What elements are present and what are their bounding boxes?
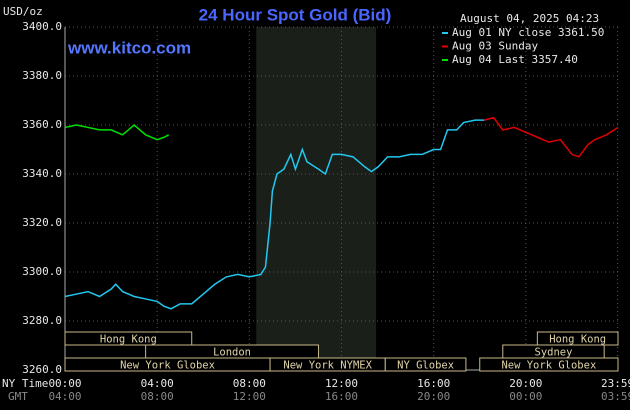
chart-title: 24 Hour Spot Gold (Bid) xyxy=(199,5,392,24)
session-label: Hong Kong xyxy=(549,334,606,346)
highlight-region xyxy=(256,27,377,370)
timestamp: August 04, 2025 04:23 xyxy=(460,12,599,25)
x2-tick-label: 20:00 xyxy=(417,390,450,403)
x2-tick-label: 08:00 xyxy=(141,390,174,403)
x-tick-label: 16:00 xyxy=(417,377,450,390)
session-bar xyxy=(64,331,193,346)
session-label: Sydney xyxy=(535,347,573,359)
price-line xyxy=(64,124,170,141)
y-tick-label: 3260.0 xyxy=(22,363,62,376)
session-label: New York Globex xyxy=(501,360,596,372)
watermark: www.kitco.com xyxy=(67,38,191,57)
y-tick-label: 3300.0 xyxy=(22,265,62,278)
session-label: NY Globex xyxy=(397,360,454,372)
legend-label: Aug 03 Sunday xyxy=(452,40,538,53)
y-tick-label: 3360.0 xyxy=(22,118,62,131)
y-tick-label: 3380.0 xyxy=(22,69,62,82)
y-tick-label: 3320.0 xyxy=(22,216,62,229)
x-tick-label: 23:59 xyxy=(601,377,630,390)
x2-tick-label: 16:00 xyxy=(325,390,358,403)
session-label: Hong Kong xyxy=(100,334,157,346)
legend-label: Aug 01 NY close 3361.50 xyxy=(452,26,604,39)
y-tick-label: 3400.0 xyxy=(22,20,62,33)
x-tick-label: 00:00 xyxy=(48,377,81,390)
legend-label: Aug 04 Last 3357.40 xyxy=(452,53,578,66)
session-label: New York NYMEX xyxy=(283,360,372,372)
x-tick-label: 20:00 xyxy=(509,377,542,390)
x2-tick-label: 00:00 xyxy=(509,390,542,403)
x-tick-label: 12:00 xyxy=(325,377,358,390)
session-bar xyxy=(384,357,467,372)
x2-tick-label: 04:00 xyxy=(48,390,81,403)
session-label: London xyxy=(213,347,251,359)
session-bar xyxy=(479,357,619,372)
x2-tick-label: 03:59 xyxy=(601,390,630,403)
price-line xyxy=(64,119,485,310)
x2-axis-label: GMT xyxy=(8,390,28,403)
y-tick-label: 3340.0 xyxy=(22,167,62,180)
y-tick-label: 3280.0 xyxy=(22,314,62,327)
y-axis-label: USD/oz xyxy=(3,5,43,18)
price-line xyxy=(484,116,619,158)
x-tick-label: 04:00 xyxy=(141,377,174,390)
x-tick-label: 08:00 xyxy=(233,377,266,390)
x-axis-label: NY Time xyxy=(2,377,48,390)
x2-tick-label: 12:00 xyxy=(233,390,266,403)
session-label: New York Globex xyxy=(120,360,215,372)
